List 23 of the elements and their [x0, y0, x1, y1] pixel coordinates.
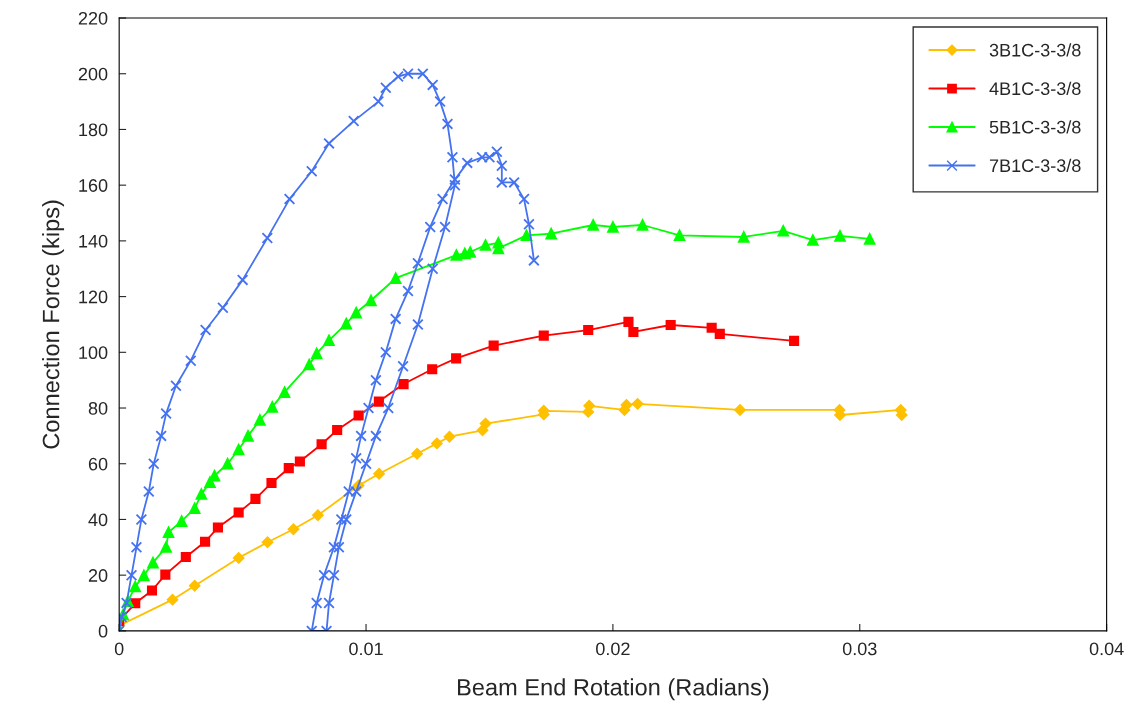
y-axis-title: Connection Force (kips) — [42, 200, 65, 449]
y-tick-label: 20 — [88, 569, 108, 582]
y-tick-label: 40 — [88, 513, 108, 527]
x-axis-title: Beam End Rotation (Radians) — [458, 678, 769, 701]
y-tick-label: 80 — [88, 401, 108, 415]
y-tick-label: 0 — [98, 624, 108, 638]
legend-label: 4B1C-3-3/8 — [989, 81, 1081, 96]
x-tick-label: 0.03 — [842, 642, 877, 656]
x-tick-label: 0.01 — [349, 642, 383, 656]
legend-label: 3B1C-3-3/8 — [989, 43, 1081, 57]
x-tick-label: 0.04 — [1089, 642, 1124, 656]
y-tick-label: 140 — [79, 234, 108, 248]
y-tick-label: 220 — [78, 11, 108, 25]
y-tick-label: 160 — [79, 179, 108, 192]
y-tick-label: 120 — [79, 290, 108, 304]
y-tick-label: 60 — [88, 457, 108, 471]
legend-label: 7B1C-3-3/8 — [989, 158, 1081, 173]
y-tick-label: 180 — [79, 123, 108, 137]
x-tick-label: 0.02 — [596, 642, 630, 656]
y-tick-label: 200 — [78, 67, 108, 81]
x-tick-label: 0 — [114, 642, 124, 656]
legend-label: 5B1C-3-3/8 — [989, 120, 1081, 134]
y-tick-label: 100 — [79, 346, 108, 360]
